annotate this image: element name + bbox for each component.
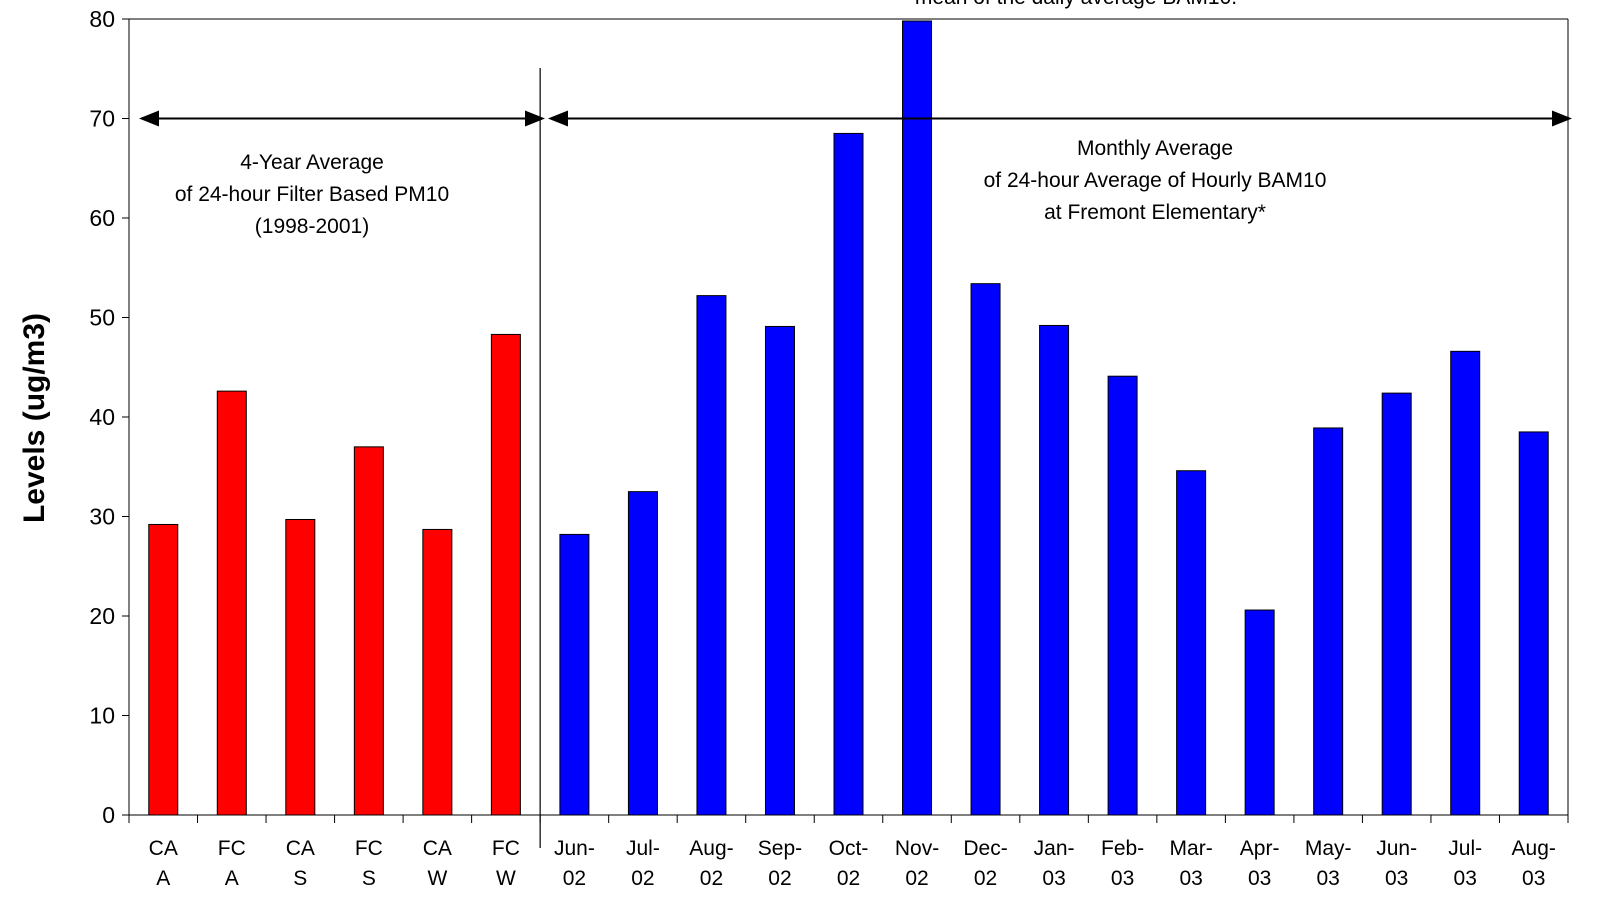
x-tick-labels: CA A FC A CA S FC S CA W FC W Jun- 02 Jul- 02 Aug- 02 Sep-… [149,837,1556,890]
bar [1381,392,1412,816]
x-tick-label: Nov- [895,837,939,860]
x-tick-label: CA [423,837,452,860]
x-tick-label: 02 [905,867,928,890]
bar [1313,427,1344,816]
x-tick-label: 03 [1522,867,1545,890]
x-tick-label: 03 [1042,867,1065,890]
bar [1450,350,1481,816]
x-tick-label: Oct- [829,837,869,860]
arrow-head-right [1552,110,1572,127]
bar [148,523,179,816]
y-tick-label: 50 [89,305,115,331]
bars [148,20,1549,816]
y-tick-label: 40 [89,404,115,430]
x-tick-label: Jul- [626,837,660,860]
bar [1039,324,1070,816]
x-tick-label: A [156,867,170,890]
x-tick-label: 02 [974,867,997,890]
y-tick-label: 30 [89,504,115,530]
left-group-caption: (1998-2001) [255,215,369,238]
annotations: 4-Year Average of 24-hour Filter Based PM… [139,0,1572,238]
x-tick-label: 03 [1316,867,1339,890]
bar [696,295,727,816]
x-tick-label: S [293,867,307,890]
bar [1176,470,1207,816]
bar [353,446,384,816]
right-group-caption: Monthly Average [1077,137,1233,160]
y-tick-label: 80 [89,6,115,32]
x-tick-label: Apr- [1240,837,1280,860]
x-tick-label: W [496,867,516,890]
x-tick-label: 02 [631,867,654,890]
x-tick-label: 02 [563,867,586,890]
x-tick-label: FC [355,837,383,860]
y-tick-label: 60 [89,205,115,231]
bar [627,491,658,816]
bar [970,283,1001,816]
bar [216,390,247,816]
x-tick-label: 03 [1248,867,1271,890]
arrow-head-right [525,110,545,127]
x-tick-label: Jun- [1376,837,1417,860]
x-tick-label: 03 [1454,867,1477,890]
x-tick-label: Dec- [963,837,1007,860]
x-tick-label: FC [492,837,520,860]
arrow-head-left [548,110,568,127]
top-note: mean of the daily average BAM10. [915,0,1237,9]
left-group-caption: 4-Year Average [240,151,384,174]
x-tick-label: Mar- [1170,837,1213,860]
x-tick-label: Sep- [758,837,802,860]
y-tick-label: 70 [89,106,115,132]
x-tick-label: Aug- [689,837,733,860]
x-tick-label: A [225,867,239,890]
y-tick-label: 0 [102,802,115,828]
x-tick-label: 03 [1385,867,1408,890]
x-tick-label: CA [149,837,178,860]
x-tick-label: Feb- [1101,837,1144,860]
x-tick-label: 03 [1111,867,1134,890]
arrow-head-left [139,110,159,127]
x-tick-label: FC [218,837,246,860]
bar [285,518,316,816]
y-tick-label: 20 [89,603,115,629]
bar [902,20,933,816]
bar [833,132,864,816]
bar [559,533,590,816]
right-group-arrow [548,110,1572,127]
bar [490,333,521,816]
right-group-caption: at Fremont Elementary* [1044,201,1266,224]
left-group-arrow [139,110,545,127]
x-tick-label: Aug- [1512,837,1556,860]
x-tick-label: 02 [700,867,723,890]
x-tick-label: 02 [837,867,860,890]
y-axis-label: Levels (ug/m3) [18,313,51,523]
y-ticks: 0 10 20 30 40 50 60 70 80 [89,6,129,828]
bar [422,528,453,816]
x-tick-label: W [427,867,447,890]
left-group-caption: of 24-hour Filter Based PM10 [175,183,449,206]
bar [764,325,795,816]
x-tick-label: May- [1305,837,1352,860]
bar [1518,431,1549,816]
bar [1244,609,1275,816]
bar [1107,375,1138,816]
x-tick-label: CA [286,837,315,860]
x-tick-label: S [362,867,376,890]
x-tick-label: Jun- [554,837,595,860]
x-tick-label: Jan- [1034,837,1075,860]
right-group-caption: of 24-hour Average of Hourly BAM10 [984,169,1327,192]
x-tick-label: Jul- [1448,837,1482,860]
y-tick-label: 10 [89,703,115,729]
x-tick-label: 02 [768,867,791,890]
x-tick-label: 03 [1179,867,1202,890]
